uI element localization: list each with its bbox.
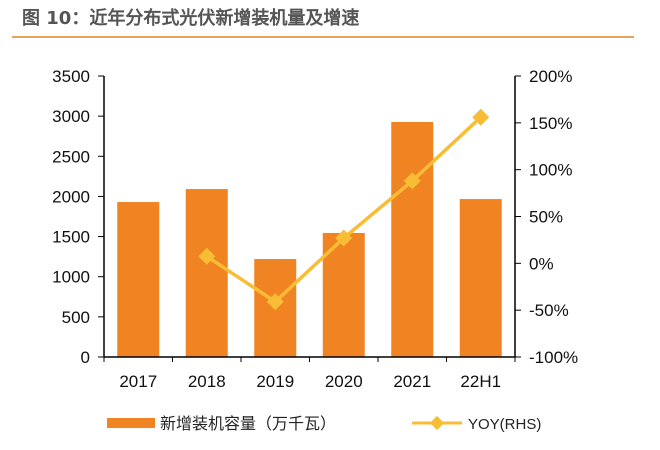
bar-22H1 [459, 199, 502, 357]
bar-2018 [185, 189, 228, 357]
yoy-point [198, 247, 216, 265]
x-tick-label: 2019 [256, 372, 294, 391]
title-divider [12, 36, 634, 38]
left-tick-label: 2000 [52, 187, 90, 206]
left-tick-label: 500 [62, 308, 90, 327]
left-tick-label: 1500 [52, 228, 90, 247]
x-tick-label: 2021 [393, 372, 431, 391]
right-tick-label: 100% [529, 161, 572, 180]
yoy-point [472, 108, 490, 126]
yoy-point [335, 229, 353, 247]
yoy-point [403, 172, 421, 190]
legend-bar-label: 新增装机容量（万千瓦） [160, 414, 336, 433]
bar-2017 [117, 202, 160, 357]
left-tick-label: 1000 [52, 268, 90, 287]
bar-2021 [391, 122, 434, 357]
legend-bar-swatch [107, 418, 155, 428]
bar-2020 [322, 232, 365, 357]
right-tick-label: 150% [529, 114, 572, 133]
x-tick-label: 2020 [325, 372, 363, 391]
right-tick-label: 50% [529, 208, 563, 227]
legend-line-marker [429, 415, 445, 431]
x-tick-label: 2018 [188, 372, 226, 391]
left-tick-label: 2500 [52, 147, 90, 166]
right-tick-label: -50% [529, 301, 569, 320]
left-tick-label: 0 [81, 348, 90, 367]
chart-title: 图 10：近年分布式光伏新增装机量及增速 [22, 8, 360, 29]
legend-line-label: YOY(RHS) [468, 416, 541, 433]
x-tick-label: 2017 [119, 372, 157, 391]
yoy-point [266, 293, 284, 311]
x-tick-label: 22H1 [460, 372, 501, 391]
right-tick-label: 200% [529, 67, 572, 86]
left-tick-label: 3500 [52, 67, 90, 86]
left-tick-label: 3000 [52, 107, 90, 126]
right-tick-label: -100% [529, 348, 578, 367]
right-tick-label: 0% [529, 254, 554, 273]
